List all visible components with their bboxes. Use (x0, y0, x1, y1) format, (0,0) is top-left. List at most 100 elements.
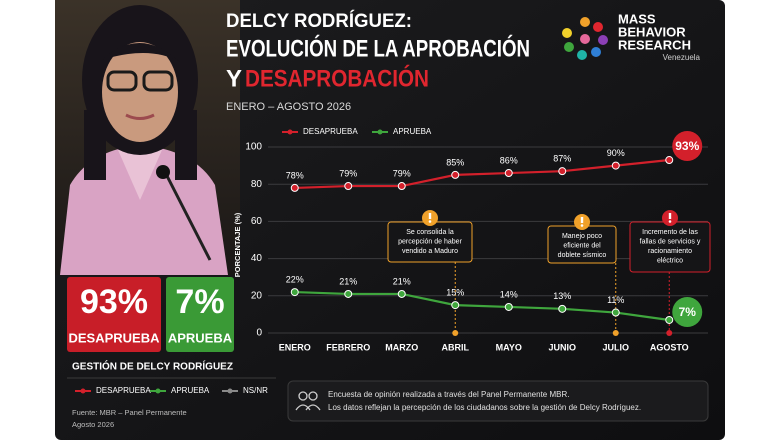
legend-label: DESAPRUEBA (96, 386, 151, 395)
title-line: DELCY RODRÍGUEZ: (226, 10, 412, 32)
logo: MASS BEHAVIOR RESEARCH Venezuela (562, 11, 701, 62)
disapprove-label: DESAPRUEBA (68, 330, 160, 345)
end-label-badge (672, 296, 703, 327)
logo-dot (562, 28, 572, 38)
logo-text: RESEARCH (618, 37, 691, 52)
approve-value: 7% (175, 283, 224, 321)
logo-dot (577, 50, 587, 60)
value-label: 21% (393, 276, 411, 286)
value-label: 79% (339, 168, 357, 178)
data-point (344, 289, 353, 298)
y-tick-label: 0 (256, 328, 262, 339)
x-tick-label: FEBRERO (326, 342, 370, 352)
annotation-text: eficiente del (563, 242, 601, 249)
annotation-text: vendido a Maduro (402, 248, 458, 255)
title-line: Y (226, 65, 242, 92)
note-text: Los datos reflejan la percepción de los … (328, 403, 641, 412)
x-tick-label: JUNIO (548, 342, 576, 352)
data-point (558, 167, 567, 176)
chart: 0 20 40 60 80 100 PORCENTAJE (%) ENERO FEBRERO MA… (233, 127, 711, 352)
title-line: EVOLUCIÓN DE LA APROBACIÓN (226, 34, 530, 62)
date: Agosto 2026 (72, 420, 114, 429)
annotation-dot (666, 330, 673, 336)
x-tick-label: MARZO (385, 342, 418, 352)
annotation-icon-dot (580, 224, 584, 227)
legend-dot (377, 129, 383, 135)
annotation-text: eléctrico (657, 257, 683, 264)
data-point (665, 156, 674, 165)
value-label: 13% (553, 291, 571, 301)
x-tick-label: ABRIL (442, 342, 470, 352)
y-tick-label: 40 (251, 253, 263, 264)
annotation-icon-dot (428, 220, 432, 223)
hair-left (84, 110, 106, 180)
summary-caption: GESTIÓN DE DELCY RODRÍGUEZ (72, 360, 233, 373)
logo-dot (564, 42, 574, 52)
data-point (344, 182, 353, 191)
y-tick-label: 20 (251, 290, 263, 301)
logo-mark (562, 17, 608, 60)
glasses-right (142, 70, 174, 92)
x-tick-label: AGOSTO (650, 342, 689, 352)
logo-dot (580, 34, 590, 44)
data-point (290, 183, 299, 192)
value-label: 78% (286, 170, 304, 180)
value-label: 79% (393, 168, 411, 178)
value-label: 86% (500, 155, 518, 165)
face (102, 42, 178, 142)
legend-dot (80, 388, 86, 394)
fringe (102, 42, 180, 62)
annotation-text: racionamiento (648, 248, 692, 255)
logo-text: BEHAVIOR (618, 24, 686, 39)
end-value-label: 93% (675, 139, 699, 153)
icon-part (308, 391, 318, 401)
data-point (290, 288, 299, 297)
legend-dot (227, 388, 233, 394)
value-label: 22% (286, 274, 304, 284)
data-point (451, 170, 460, 179)
y-tick-label: 80 (251, 179, 263, 190)
approve-box (166, 277, 234, 352)
microphone-head (156, 165, 170, 179)
legend-dot (155, 388, 161, 394)
data-point (558, 304, 567, 313)
series-line (294, 158, 670, 190)
x-tick-label: ENERO (279, 342, 311, 352)
x-tick-label: MAYO (496, 342, 522, 352)
disapprove-box (67, 277, 161, 352)
value-label: 14% (500, 289, 518, 299)
annotation-icon-bar (428, 213, 432, 219)
value-label: 90% (607, 148, 625, 158)
annotation-text: Manejo poco (562, 233, 602, 240)
annotation-text: fallas de servicios y (640, 238, 701, 245)
legend-dot (287, 129, 293, 135)
data-point (611, 308, 620, 317)
annotation-icon-dot (668, 220, 672, 223)
series-line (294, 290, 670, 322)
logo-dot (580, 17, 590, 27)
value-label: 85% (446, 157, 464, 167)
glasses-left (106, 70, 138, 92)
value-label: 15% (446, 287, 464, 297)
data-point (451, 301, 460, 310)
legend-label: DESAPRUEBA (303, 127, 358, 136)
data-point (397, 289, 406, 298)
approve-label: APRUEBA (168, 330, 233, 345)
logo-dot (593, 22, 603, 32)
end-value-label: 7% (679, 305, 697, 319)
icon-part (298, 391, 308, 401)
subtitle: ENERO – AGOSTO 2026 (226, 101, 351, 113)
footer-legend: NS/NR DESAPRUEBA APRUEBA (75, 386, 268, 395)
y-tick-label: 100 (245, 142, 262, 153)
logo-dot (591, 47, 601, 57)
annotation-dot (452, 330, 459, 336)
data-point (665, 315, 674, 324)
legend-label: APRUEBA (393, 127, 432, 136)
data-point (504, 302, 513, 311)
end-label-badge (672, 131, 703, 162)
data-point (611, 161, 620, 170)
legend-label: NS/NR (243, 386, 268, 395)
logo-country: Venezuela (663, 53, 701, 62)
annotation-dot (612, 330, 619, 336)
microphone (163, 171, 212, 261)
